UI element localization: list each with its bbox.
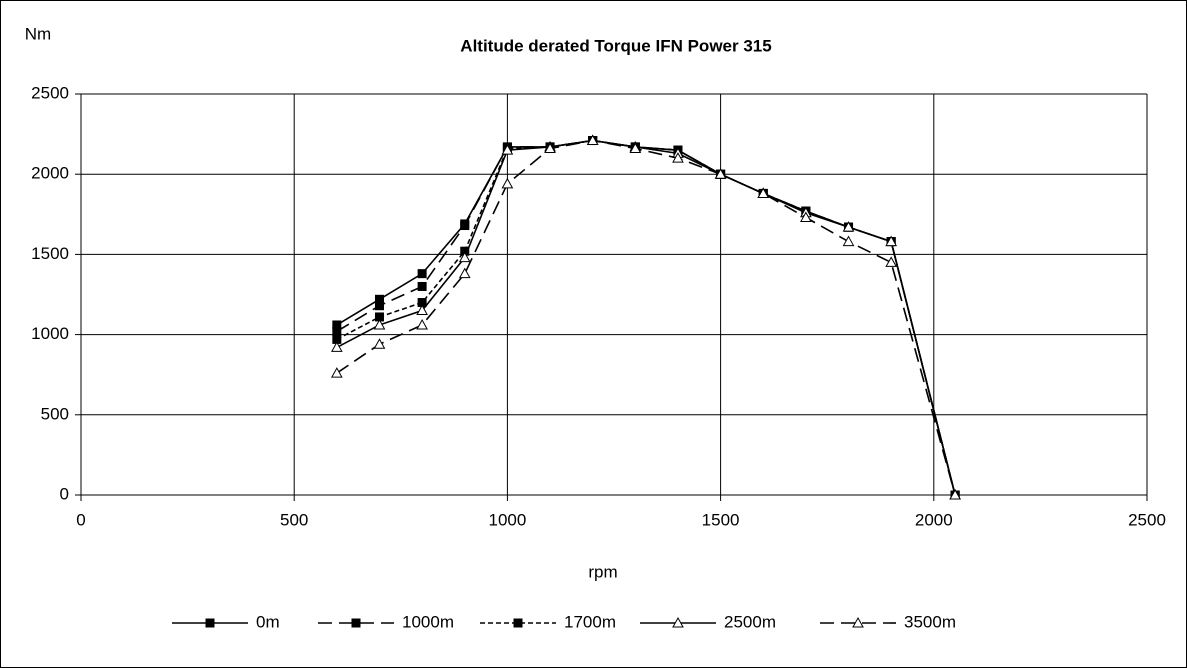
marker [416, 304, 428, 316]
legend-marker [672, 616, 684, 628]
marker [544, 142, 556, 154]
y-axis-label: Nm [25, 24, 51, 43]
marker [332, 334, 342, 344]
marker [672, 152, 684, 163]
x-tick-label: 500 [280, 510, 308, 529]
y-tick-label: 2000 [31, 164, 69, 183]
x-axis-label: rpm [588, 562, 617, 581]
marker [460, 246, 470, 256]
marker [330, 341, 343, 352]
legend-label: 1700m [564, 612, 616, 631]
y-tick-label: 1000 [31, 324, 69, 343]
marker [885, 256, 898, 267]
marker [501, 177, 514, 189]
legend-marker [513, 618, 523, 628]
x-tick-label: 0 [76, 510, 85, 529]
legend-marker [852, 616, 864, 628]
legend-label: 1000m [402, 612, 454, 631]
marker [374, 312, 384, 322]
marker [458, 251, 471, 263]
marker [949, 488, 961, 500]
y-tick-label: 500 [41, 404, 69, 423]
marker [842, 235, 855, 247]
marker [332, 326, 342, 336]
marker [416, 318, 428, 330]
legend-label: 0m [256, 612, 280, 631]
marker [885, 235, 898, 247]
marker [374, 294, 384, 304]
marker [800, 211, 812, 223]
chart-title: Altitude derated Torque IFN Power 315 [460, 36, 771, 55]
marker [417, 269, 427, 279]
marker [417, 298, 427, 308]
y-tick-label: 2500 [31, 83, 69, 102]
x-tick-label: 1500 [702, 510, 740, 529]
marker [373, 318, 386, 330]
marker [373, 338, 386, 349]
marker [714, 168, 727, 179]
marker [374, 301, 384, 311]
legend-label: 3500m [904, 612, 956, 631]
marker [501, 144, 514, 155]
marker [586, 134, 599, 146]
y-tick-label: 0 [60, 484, 69, 503]
marker [332, 320, 342, 330]
marker [458, 267, 471, 279]
marker [629, 142, 642, 154]
x-tick-label: 2000 [915, 510, 953, 529]
marker [757, 187, 770, 198]
marker [842, 221, 855, 232]
legend-label: 2500m [724, 612, 776, 631]
y-tick-label: 1500 [31, 244, 69, 263]
x-tick-label: 2500 [1128, 510, 1166, 529]
x-tick-label: 1000 [488, 510, 526, 529]
legend-marker [351, 618, 361, 628]
marker [330, 367, 343, 378]
marker [460, 221, 470, 231]
marker [417, 281, 427, 291]
legend-marker [205, 618, 215, 628]
